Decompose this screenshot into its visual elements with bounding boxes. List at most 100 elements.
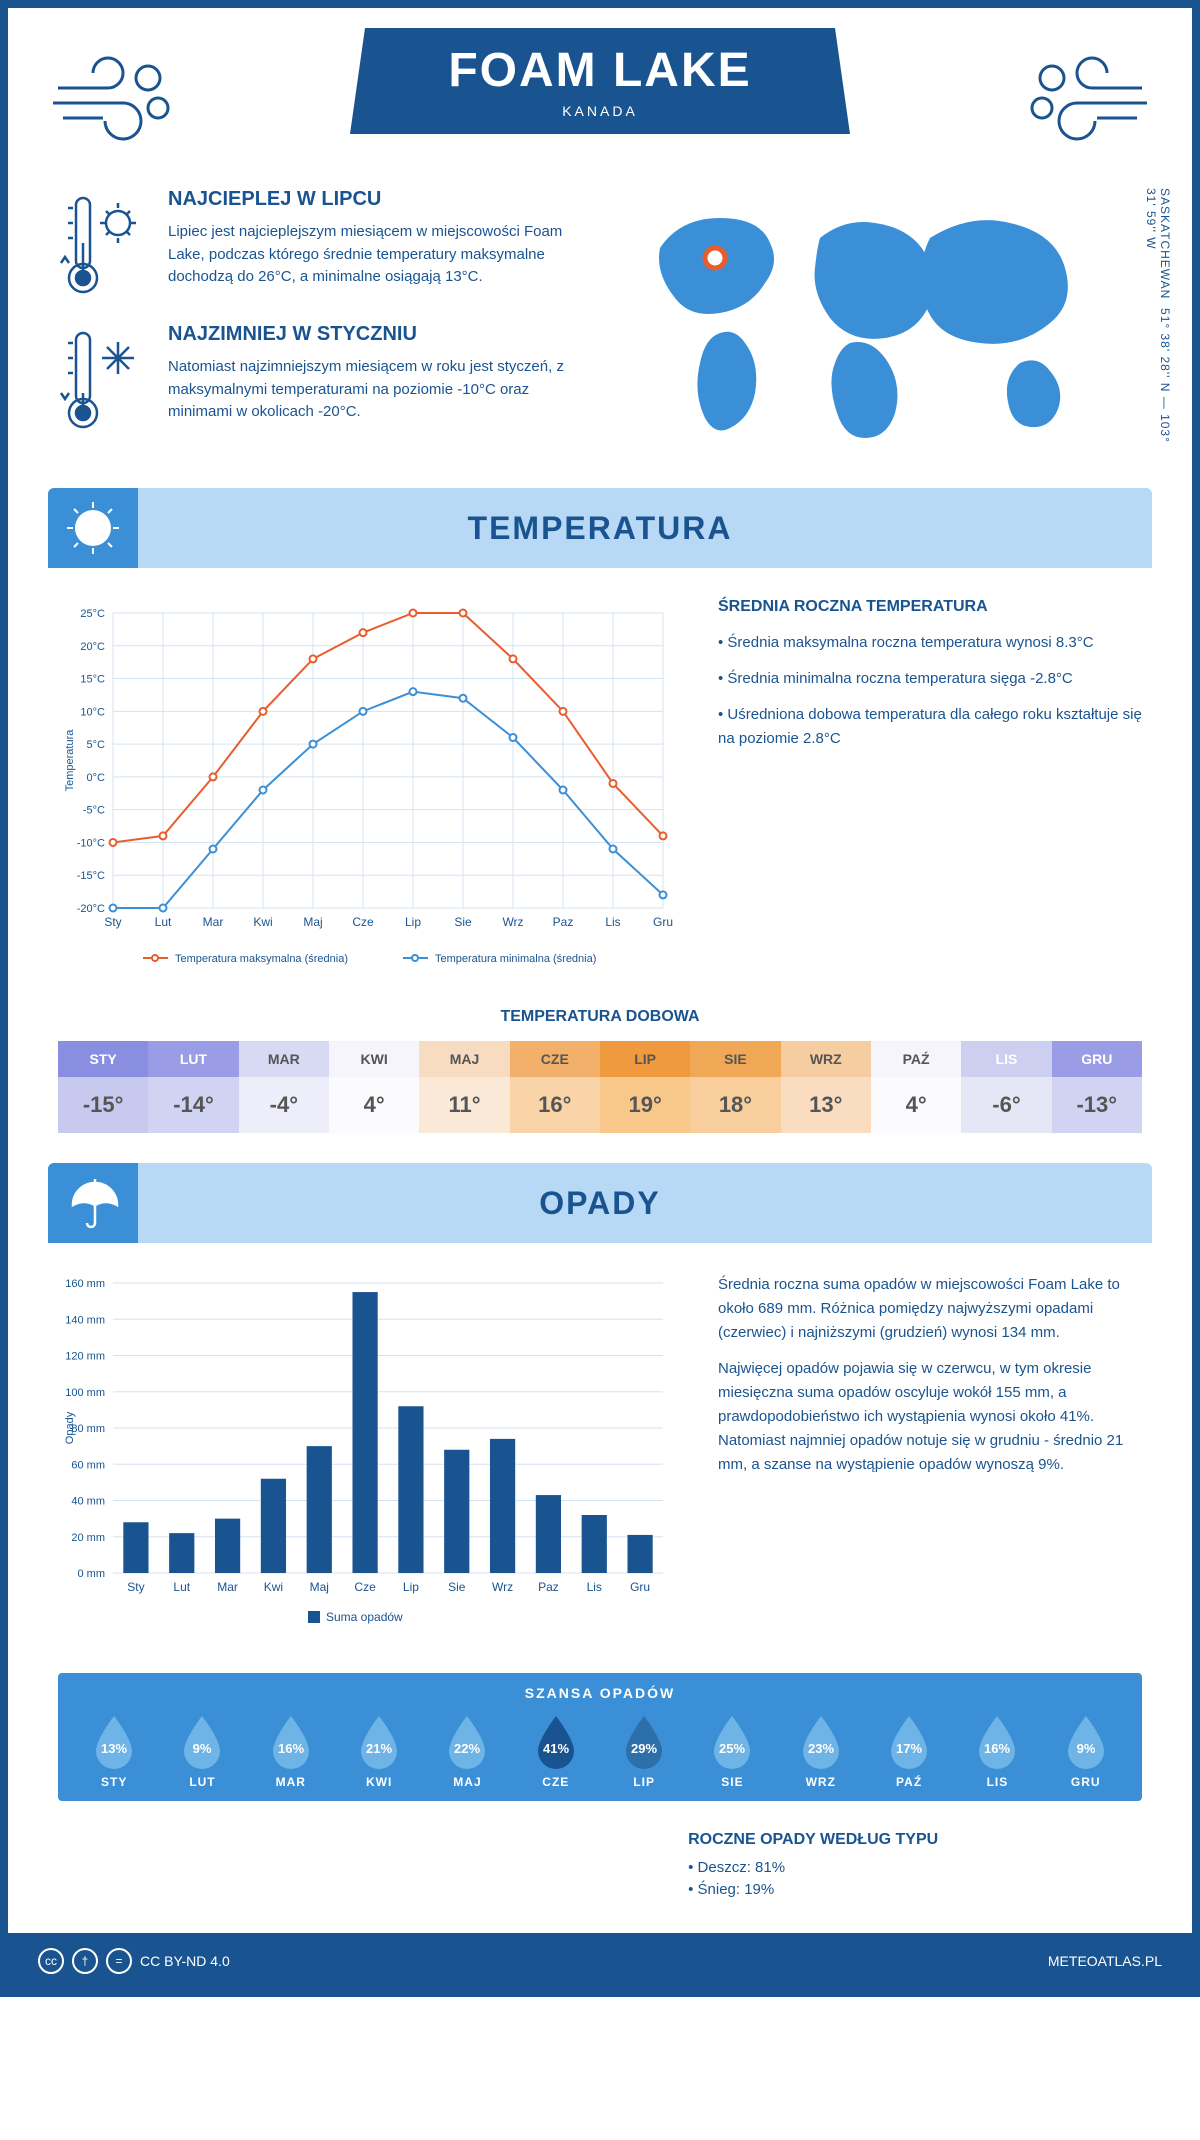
- svg-text:Lis: Lis: [605, 915, 620, 929]
- svg-text:Mar: Mar: [217, 1580, 238, 1594]
- cc-by-icon: †: [72, 1948, 98, 1974]
- svg-text:9%: 9%: [193, 1741, 212, 1756]
- svg-text:29%: 29%: [631, 1741, 657, 1756]
- warmest-text: Lipiec jest najcieplejszym miesiącem w m…: [168, 221, 580, 289]
- sun-icon: [63, 498, 123, 558]
- precip-chance-drop: 29%LIP: [621, 1713, 667, 1789]
- precip-chance-title: SZANSA OPADÓW: [70, 1685, 1130, 1701]
- thermometer-sun-icon: [58, 188, 148, 298]
- svg-text:Lip: Lip: [403, 1580, 419, 1594]
- svg-text:Kwi: Kwi: [253, 915, 272, 929]
- daily-temp-cell: WRZ13°: [781, 1041, 871, 1133]
- svg-text:Sie: Sie: [448, 1580, 466, 1594]
- svg-text:Temperatura maksymalna (średni: Temperatura maksymalna (średnia): [175, 953, 348, 965]
- svg-text:Gru: Gru: [653, 915, 673, 929]
- svg-text:Sie: Sie: [454, 915, 472, 929]
- wind-icon: [48, 48, 188, 148]
- precip-type-item: • Deszcz: 81%: [688, 1859, 1142, 1876]
- daily-temp-cell: CZE16°: [510, 1041, 600, 1133]
- svg-text:25%: 25%: [719, 1741, 745, 1756]
- cc-icon: cc: [38, 1948, 64, 1974]
- svg-text:Kwi: Kwi: [264, 1580, 283, 1594]
- svg-text:15°C: 15°C: [80, 674, 105, 686]
- svg-text:Gru: Gru: [630, 1580, 650, 1594]
- daily-temp-cell: LIP19°: [600, 1041, 690, 1133]
- wind-icon: [1012, 48, 1152, 148]
- svg-text:-5°C: -5°C: [83, 805, 105, 817]
- svg-text:Maj: Maj: [310, 1580, 329, 1594]
- svg-text:Suma opadów: Suma opadów: [326, 1610, 403, 1624]
- precip-chance-panel: SZANSA OPADÓW 13%STY9%LUT16%MAR21%KWI22%…: [58, 1673, 1142, 1801]
- temperature-chart: -20°C -15°C -10°C -5°C 0°C 5°C 10°C 15°C 20°C 25°…: [58, 598, 678, 978]
- temperature-title: TEMPERATURA: [468, 510, 733, 547]
- daily-temp-cell: KWI4°: [329, 1041, 419, 1133]
- svg-text:120 mm: 120 mm: [65, 1351, 105, 1363]
- umbrella-icon: [63, 1173, 123, 1233]
- svg-text:5°C: 5°C: [87, 739, 106, 751]
- precip-chance-drop: 13%STY: [91, 1713, 137, 1789]
- precip-chance-drop: 41%CZE: [533, 1713, 579, 1789]
- svg-text:10°C: 10°C: [80, 706, 105, 718]
- svg-text:17%: 17%: [896, 1741, 922, 1756]
- precip-chance-drop: 23%WRZ: [798, 1713, 844, 1789]
- coldest-summary: NAJZIMNIEJ W STYCZNIU Natomiast najzimni…: [58, 323, 580, 433]
- svg-text:9%: 9%: [1076, 1741, 1095, 1756]
- svg-text:20°C: 20°C: [80, 641, 105, 653]
- svg-text:13%: 13%: [101, 1741, 127, 1756]
- svg-text:20 mm: 20 mm: [71, 1532, 105, 1544]
- page-header: FOAM LAKE KANADA: [8, 8, 1192, 188]
- svg-text:0°C: 0°C: [87, 772, 106, 784]
- svg-text:23%: 23%: [808, 1741, 834, 1756]
- temp-summary-title: ŚREDNIA ROCZNA TEMPERATURA: [718, 598, 1142, 616]
- svg-text:Lip: Lip: [405, 915, 421, 929]
- svg-text:160 mm: 160 mm: [65, 1278, 105, 1290]
- coldest-title: NAJZIMNIEJ W STYCZNIU: [168, 323, 580, 346]
- svg-text:40 mm: 40 mm: [71, 1496, 105, 1508]
- page-subtitle: KANADA: [410, 103, 790, 119]
- svg-text:Temperatura: Temperatura: [64, 729, 76, 792]
- svg-text:140 mm: 140 mm: [65, 1314, 105, 1326]
- svg-text:Opady: Opady: [64, 1411, 76, 1444]
- svg-text:Sty: Sty: [104, 915, 121, 929]
- daily-temp-cell: PAŹ4°: [871, 1041, 961, 1133]
- svg-text:21%: 21%: [366, 1741, 392, 1756]
- precip-text-item: Średnia roczna suma opadów w miejscowośc…: [718, 1273, 1142, 1345]
- svg-text:Mar: Mar: [203, 915, 224, 929]
- precip-type-item: • Śnieg: 19%: [688, 1881, 1142, 1898]
- svg-text:-15°C: -15°C: [77, 870, 105, 882]
- daily-temp-cell: LIS-6°: [961, 1041, 1051, 1133]
- svg-text:Sty: Sty: [127, 1580, 144, 1594]
- daily-temp-cell: MAR-4°: [239, 1041, 329, 1133]
- svg-text:Maj: Maj: [303, 915, 322, 929]
- precip-header: OPADY: [48, 1163, 1152, 1243]
- license-text: CC BY-ND 4.0: [140, 1953, 230, 1969]
- svg-text:41%: 41%: [543, 1741, 569, 1756]
- svg-text:Lis: Lis: [587, 1580, 602, 1594]
- precip-chart: 0 mm20 mm40 mm60 mm80 mm100 mm120 mm140 …: [58, 1273, 678, 1633]
- daily-temp-cell: LUT-14°: [148, 1041, 238, 1133]
- svg-text:80 mm: 80 mm: [71, 1423, 105, 1435]
- daily-temp-cell: GRU-13°: [1052, 1041, 1142, 1133]
- svg-text:100 mm: 100 mm: [65, 1387, 105, 1399]
- svg-text:-20°C: -20°C: [77, 903, 105, 915]
- temperature-header: TEMPERATURA: [48, 488, 1152, 568]
- svg-text:Wrz: Wrz: [502, 915, 523, 929]
- svg-text:0 mm: 0 mm: [78, 1568, 106, 1580]
- svg-text:Cze: Cze: [354, 1580, 376, 1594]
- precip-chance-drop: 9%GRU: [1063, 1713, 1109, 1789]
- temp-summary-item: • Uśredniona dobowa temperatura dla całe…: [718, 703, 1142, 751]
- svg-text:Cze: Cze: [352, 915, 374, 929]
- svg-text:-10°C: -10°C: [77, 837, 105, 849]
- precip-type-title: ROCZNE OPADY WEDŁUG TYPU: [688, 1831, 1142, 1849]
- temp-summary-item: • Średnia minimalna roczna temperatura s…: [718, 667, 1142, 691]
- svg-text:22%: 22%: [454, 1741, 480, 1756]
- location-marker: [705, 248, 725, 268]
- daily-temp-cell: SIE18°: [690, 1041, 780, 1133]
- svg-text:25°C: 25°C: [80, 608, 105, 620]
- daily-temp-cell: STY-15°: [58, 1041, 148, 1133]
- daily-temp-title: TEMPERATURA DOBOWA: [58, 1008, 1142, 1026]
- warmest-title: NAJCIEPLEJ W LIPCU: [168, 188, 580, 211]
- precip-text-item: Najwięcej opadów pojawia się w czerwcu, …: [718, 1357, 1142, 1477]
- world-map: SASKATCHEWAN 51° 38' 28'' N — 103° 31' 5…: [620, 188, 1142, 458]
- coordinates: SASKATCHEWAN 51° 38' 28'' N — 103° 31' 5…: [1144, 188, 1172, 458]
